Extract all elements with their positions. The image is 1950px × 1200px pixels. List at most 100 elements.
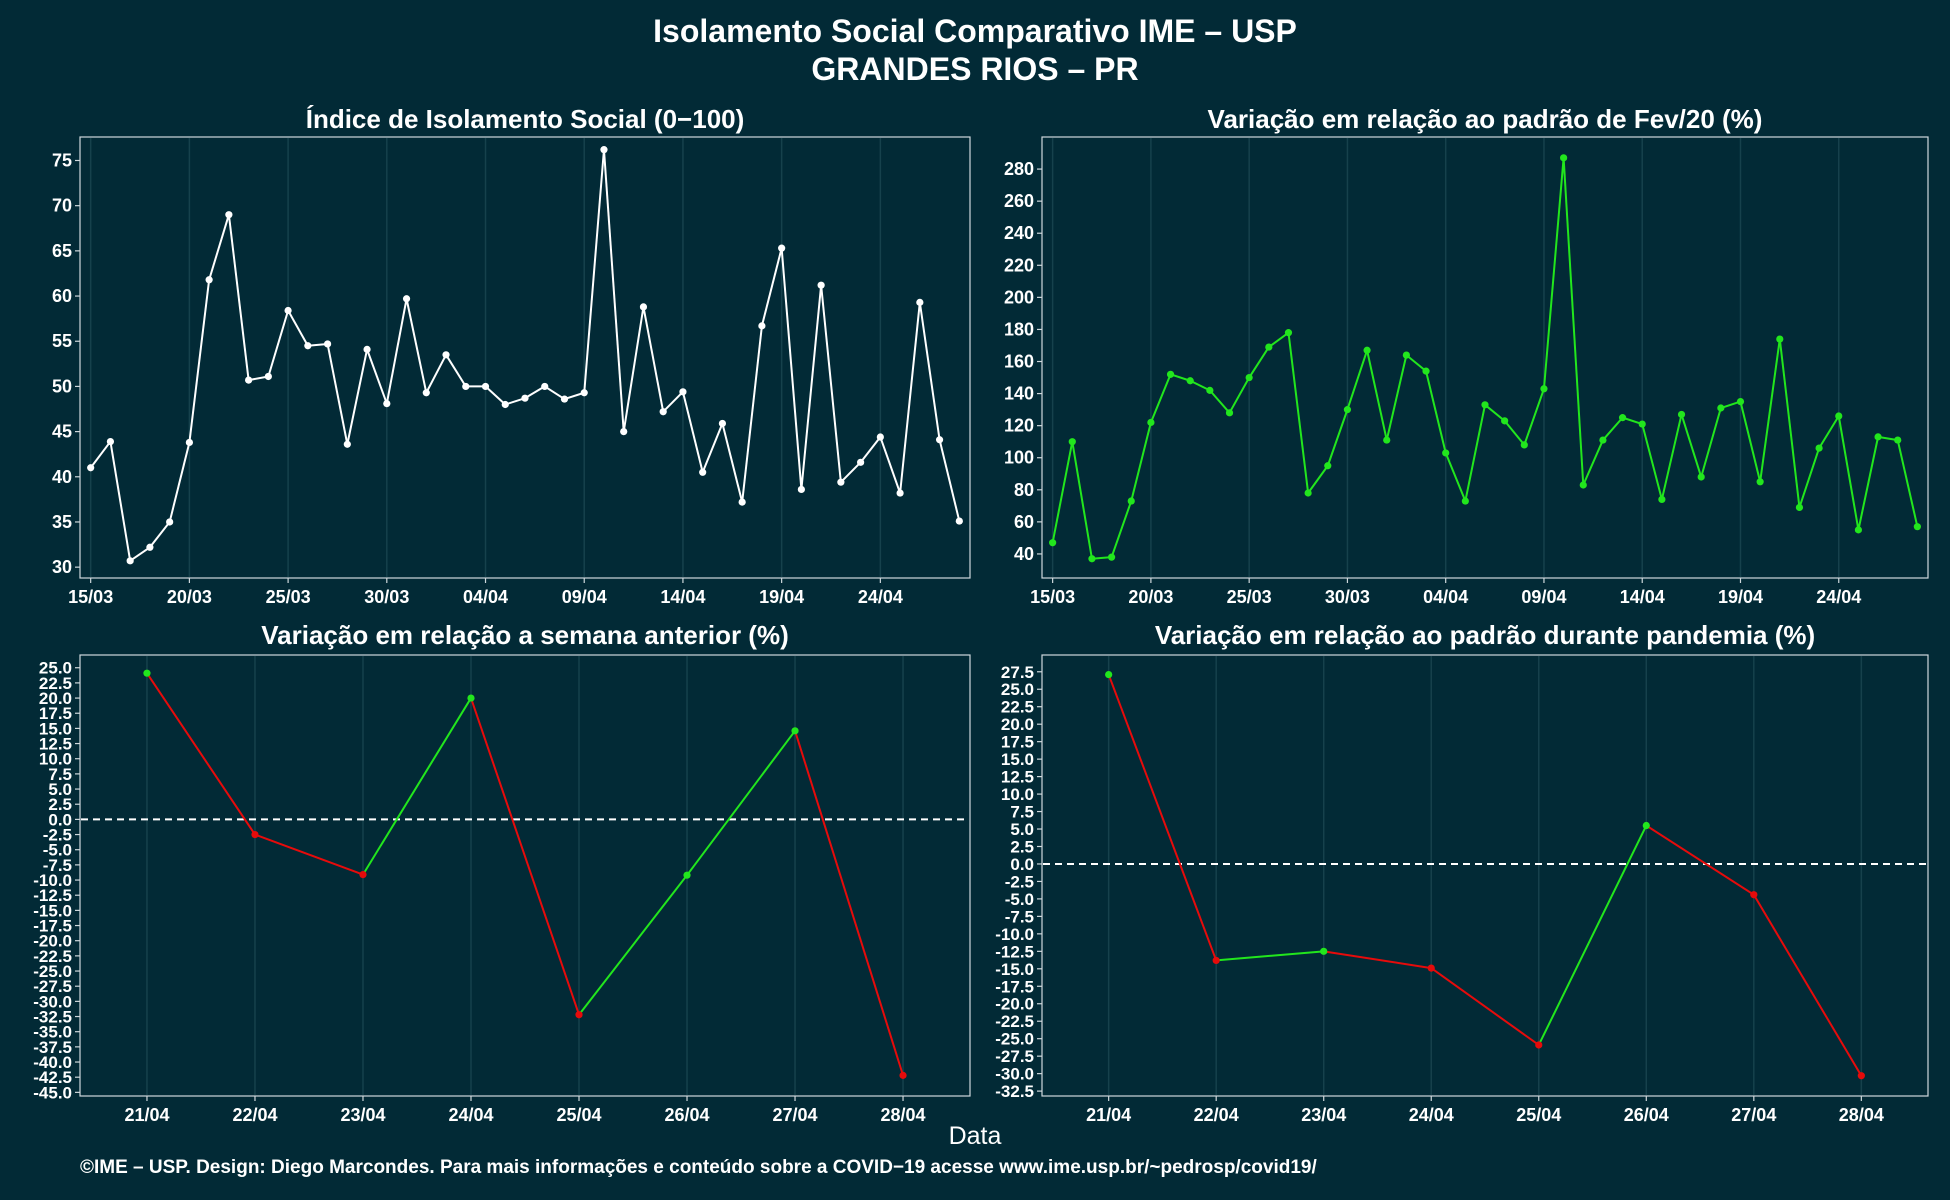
y-tick-label: -32.5 <box>33 1008 72 1027</box>
series-segment <box>109 441 132 561</box>
data-point <box>1815 444 1823 452</box>
x-tick-label: 23/04 <box>340 1105 385 1125</box>
data-point <box>1894 436 1902 444</box>
y-tick-label: -5.0 <box>1005 890 1034 909</box>
series-segment <box>484 385 506 406</box>
x-tick-label: 30/03 <box>1325 587 1370 607</box>
data-point <box>343 440 351 448</box>
series-segment <box>1307 465 1329 494</box>
x-tick-label: 21/04 <box>1086 1105 1131 1125</box>
x-tick-label: 09/04 <box>562 587 607 607</box>
series-segment <box>1523 388 1545 446</box>
data-point <box>1461 497 1469 505</box>
data-point <box>896 489 904 497</box>
data-point <box>1324 462 1332 470</box>
y-tick-label: -20.0 <box>995 995 1034 1014</box>
series-segment <box>1484 404 1506 422</box>
data-point <box>1284 329 1293 337</box>
series-segment <box>149 521 171 548</box>
series-segment <box>879 436 902 494</box>
y-tick-label: -12.5 <box>33 886 72 905</box>
data-point <box>1422 367 1430 375</box>
data-point <box>1147 418 1155 427</box>
series-segment <box>1857 436 1880 531</box>
series-segment <box>794 730 904 1076</box>
series-segment <box>1680 414 1703 478</box>
series-segment <box>1503 420 1526 446</box>
series-segment <box>1228 377 1251 414</box>
data-point <box>1756 478 1764 486</box>
x-tick-label: 25/03 <box>1227 587 1272 607</box>
panel-title: Variação em relação ao padrão durante pa… <box>1155 620 1815 650</box>
series-segment <box>1366 350 1388 441</box>
series-segment <box>1346 349 1369 410</box>
series-segment <box>1110 500 1133 558</box>
data-point <box>106 437 115 446</box>
data-point <box>837 478 845 486</box>
x-tick-label: 28/04 <box>881 1105 926 1125</box>
data-point <box>304 342 312 350</box>
x-tick-label: 24/04 <box>858 587 903 607</box>
x-tick-label: 25/03 <box>266 587 311 607</box>
series-segment <box>1071 441 1093 559</box>
series-segment <box>1326 409 1349 467</box>
data-point <box>778 244 786 252</box>
data-point <box>1535 1041 1543 1049</box>
y-tick-label: -2.5 <box>1005 872 1034 891</box>
series-segment <box>425 354 447 394</box>
x-tick-label: 24/04 <box>448 1105 493 1125</box>
x-tick-label: 15/03 <box>68 587 113 607</box>
series-segment <box>899 302 921 494</box>
x-tick-label: 04/04 <box>463 587 508 607</box>
y-tick-label: 25.0 <box>1001 680 1034 699</box>
y-tick-label: -22.5 <box>995 1012 1034 1031</box>
series-segment <box>760 247 783 327</box>
y-tick-label: -15.0 <box>33 901 72 920</box>
series-segment <box>820 285 842 483</box>
x-tick-label: 28/04 <box>1839 1105 1884 1125</box>
y-tick-label: -42.5 <box>33 1068 72 1087</box>
data-point <box>1383 436 1391 444</box>
data-point <box>481 382 490 391</box>
y-tick-label: -22.5 <box>33 947 72 966</box>
data-point <box>1265 343 1273 351</box>
y-tick-label: 10.0 <box>39 750 72 769</box>
series-segment <box>1287 332 1310 494</box>
y-tick-label: 17.5 <box>1001 733 1034 752</box>
series-segment <box>1562 157 1585 486</box>
y-tick-label: -10.0 <box>995 925 1034 944</box>
data-point <box>1776 335 1784 343</box>
data-point <box>462 382 470 391</box>
series-segment <box>405 298 428 393</box>
y-tick-label: 30 <box>52 557 72 577</box>
series-segment <box>385 298 408 404</box>
series-segment <box>168 442 191 523</box>
y-tick-label: 280 <box>1004 159 1034 179</box>
data-point <box>699 468 707 476</box>
y-tick-label: 20.0 <box>1001 715 1034 734</box>
page-subtitle: GRANDES RIOS – PR <box>811 51 1139 87</box>
series-segment <box>1444 452 1467 502</box>
data-point <box>1874 433 1882 441</box>
y-tick-label: -5.0 <box>43 841 72 860</box>
series-segment <box>918 302 941 440</box>
series-segment <box>602 149 625 432</box>
data-point <box>1579 481 1587 489</box>
data-point <box>1854 526 1863 534</box>
data-point <box>359 870 367 879</box>
data-point <box>718 419 727 428</box>
data-point <box>955 517 963 525</box>
y-tick-label: 60 <box>52 286 72 306</box>
series-segment <box>1759 338 1781 482</box>
x-tick-label: 15/03 <box>1030 587 1075 607</box>
x-tick-label: 25/04 <box>556 1105 601 1125</box>
y-tick-label: 60 <box>1014 512 1034 532</box>
y-tick-label: 5.0 <box>48 780 72 799</box>
series-segment <box>208 214 230 281</box>
y-tick-label: 55 <box>52 331 72 351</box>
data-point <box>1599 436 1607 444</box>
y-tick-label: 140 <box>1004 384 1034 404</box>
y-tick-label: 10.0 <box>1001 785 1034 804</box>
data-point <box>1750 891 1758 899</box>
data-point <box>402 295 411 303</box>
